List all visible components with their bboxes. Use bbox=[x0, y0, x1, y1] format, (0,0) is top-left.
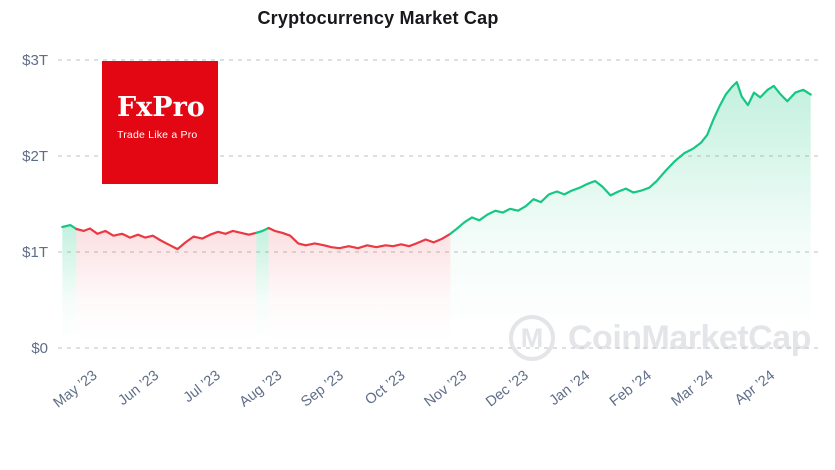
market-cap-line bbox=[449, 80, 812, 235]
fxpro-logo-name: FxPro bbox=[117, 92, 205, 123]
market-cap-area bbox=[268, 228, 451, 348]
x-axis-label: Mar ’24 bbox=[669, 368, 717, 410]
y-axis-label: $3T bbox=[22, 52, 48, 69]
x-axis-label: Nov ’23 bbox=[421, 368, 470, 411]
x-axis-label: Sep ’23 bbox=[298, 368, 347, 411]
x-axis-label: Jan ’24 bbox=[547, 368, 594, 409]
market-cap-line bbox=[255, 226, 270, 234]
market-cap-area bbox=[450, 82, 811, 348]
x-axis-label: Oct ’23 bbox=[362, 368, 408, 409]
market-cap-area bbox=[62, 225, 77, 348]
market-cap-area bbox=[76, 228, 257, 348]
market-cap-area bbox=[256, 228, 269, 348]
y-axis-label: $1T bbox=[22, 244, 48, 261]
x-axis-label: Feb ’24 bbox=[607, 368, 655, 410]
chart-title: Cryptocurrency Market Cap bbox=[257, 8, 499, 28]
x-axis-label: Jun ’23 bbox=[115, 368, 162, 409]
y-axis-label: $0 bbox=[31, 340, 48, 357]
x-axis-label: Jul ’23 bbox=[181, 368, 224, 406]
market-cap-line bbox=[61, 224, 78, 231]
fxpro-logo-tagline: Trade Like a Pro bbox=[117, 129, 198, 141]
market-cap-line bbox=[267, 226, 452, 250]
x-axis-label: Apr ’24 bbox=[732, 368, 778, 409]
market-cap-line bbox=[75, 227, 258, 251]
x-axis-label: May ’23 bbox=[51, 368, 101, 412]
y-axis-label: $2T bbox=[22, 148, 48, 165]
x-axis-label: Dec ’23 bbox=[483, 368, 532, 411]
x-axis-label: Aug ’23 bbox=[237, 368, 286, 411]
fxpro-logo: FxPro Trade Like a Pro bbox=[102, 61, 218, 184]
